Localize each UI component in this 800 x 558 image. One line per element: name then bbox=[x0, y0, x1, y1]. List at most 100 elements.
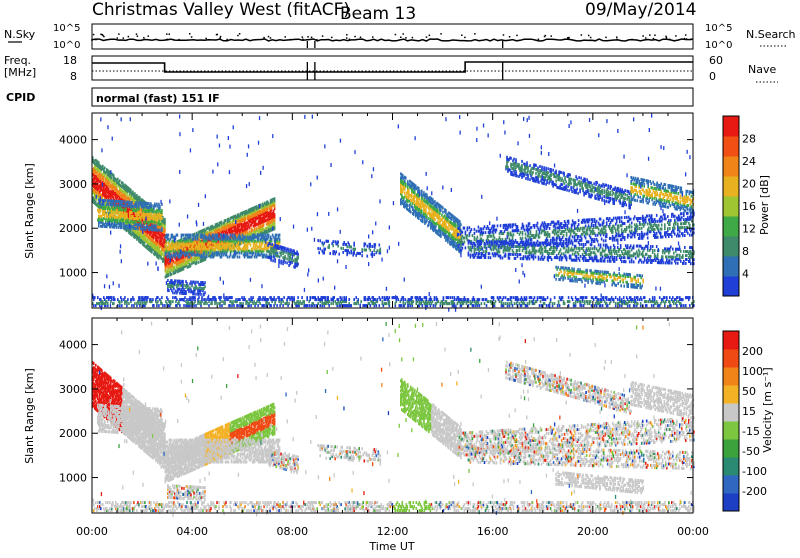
nsearch-dot bbox=[205, 38, 207, 40]
echo-cell bbox=[474, 232, 476, 235]
echo-cell bbox=[292, 259, 294, 262]
echo-cell bbox=[172, 291, 174, 294]
echo-cell bbox=[204, 291, 206, 294]
echo-cell bbox=[153, 210, 155, 213]
echo-cell bbox=[477, 236, 479, 239]
echo-cell bbox=[418, 201, 420, 204]
echo-cell bbox=[418, 187, 420, 190]
echo-cell bbox=[280, 260, 282, 263]
echo-cell bbox=[100, 209, 102, 212]
power-scatter-cells bbox=[92, 114, 695, 312]
echo-cell bbox=[485, 231, 487, 234]
echo-cell bbox=[494, 237, 496, 240]
echo-cell bbox=[116, 210, 118, 213]
nsearch-dot bbox=[331, 37, 333, 39]
echo-cell bbox=[459, 220, 461, 223]
nsearch-dot bbox=[169, 33, 171, 35]
echo-cell bbox=[98, 161, 100, 164]
echo-cell bbox=[237, 256, 239, 259]
nsearch-label: N.Search bbox=[746, 28, 796, 41]
echo-cell bbox=[465, 246, 467, 249]
echo-cell bbox=[271, 238, 273, 241]
echo-cell bbox=[131, 201, 133, 204]
nsky-frame bbox=[92, 24, 693, 49]
echo-cell bbox=[171, 273, 173, 276]
nsearch-dot bbox=[538, 39, 540, 41]
echo-cell bbox=[500, 224, 502, 227]
echo-cell bbox=[449, 232, 451, 235]
echo-cell bbox=[134, 192, 136, 195]
echo-cell bbox=[164, 218, 166, 221]
freq-tick-8: 8 bbox=[70, 70, 77, 83]
nsearch-dot bbox=[302, 39, 304, 41]
echo-cell bbox=[277, 252, 279, 255]
echo-cell bbox=[204, 281, 206, 284]
nsearch-dot bbox=[143, 37, 145, 39]
echo-cell bbox=[439, 216, 441, 219]
nsearch-dot bbox=[645, 37, 647, 39]
echo-cell bbox=[210, 246, 212, 249]
freq-line bbox=[92, 62, 693, 72]
cpid-mode-text: normal (fast) 151 IF bbox=[96, 92, 220, 105]
echo-cell bbox=[181, 240, 183, 243]
echo-cell bbox=[198, 261, 200, 264]
echo-cell bbox=[116, 224, 118, 227]
echo-cell bbox=[167, 279, 169, 282]
echo-cell bbox=[130, 189, 132, 192]
nsearch-dot bbox=[567, 37, 569, 39]
nsearch-dot bbox=[666, 37, 668, 39]
freq-strip: Freq. [MHz] 18 8 60 0 Nave bbox=[4, 54, 778, 83]
nsearch-dot bbox=[686, 38, 688, 40]
echo-cell bbox=[458, 236, 460, 239]
echo-cell bbox=[182, 280, 184, 283]
echo-cell bbox=[445, 209, 447, 212]
nsky-right-tick-bottom: 10^0 bbox=[705, 40, 732, 51]
nsearch-dot bbox=[665, 36, 667, 38]
echo-cell bbox=[253, 252, 255, 255]
nsearch-dot bbox=[642, 35, 644, 37]
echo-cell bbox=[467, 234, 469, 237]
nsearch-dot bbox=[461, 34, 463, 36]
echo-cell bbox=[428, 217, 430, 220]
echo-cell bbox=[426, 216, 428, 219]
nsearch-dot bbox=[503, 34, 505, 36]
nsearch-dot bbox=[429, 35, 431, 37]
nsearch-dot bbox=[372, 36, 374, 38]
nsearch-dot bbox=[239, 33, 241, 35]
echo-cell bbox=[462, 231, 464, 234]
echo-cell bbox=[127, 194, 129, 197]
nsearch-dot bbox=[166, 39, 168, 41]
echo-cell bbox=[426, 206, 428, 209]
nsky-strip: N.Sky 10^5 10^0 10^5 10^0 N.Search bbox=[4, 23, 796, 51]
nsearch-dot bbox=[117, 37, 119, 39]
nsearch-dot bbox=[464, 37, 466, 39]
nave-tick-60: 60 bbox=[709, 54, 723, 67]
nsearch-dot bbox=[402, 33, 404, 35]
echo-cell bbox=[277, 255, 279, 258]
echo-cell bbox=[476, 230, 478, 233]
echo-cell bbox=[464, 227, 466, 230]
nsearch-dot bbox=[349, 39, 351, 41]
echo-cell bbox=[195, 281, 197, 284]
echo-cell bbox=[494, 225, 496, 228]
nsearch-dot bbox=[346, 37, 348, 39]
echo-cell bbox=[284, 261, 286, 264]
nsearch-dot bbox=[400, 37, 402, 39]
echo-cell bbox=[193, 248, 195, 251]
echo-cell bbox=[173, 287, 175, 290]
echo-cell bbox=[105, 199, 107, 202]
nsearch-dot bbox=[509, 36, 511, 38]
echo-cell bbox=[173, 250, 175, 253]
echo-cell bbox=[279, 238, 281, 241]
echo-cell bbox=[274, 197, 276, 200]
echo-cell bbox=[445, 223, 447, 226]
echo-cell bbox=[297, 263, 299, 266]
echo-cell bbox=[245, 236, 247, 239]
echo-cell bbox=[230, 234, 232, 237]
nsearch-dot bbox=[346, 34, 348, 36]
echo-cell bbox=[412, 206, 414, 209]
echo-cell bbox=[465, 231, 467, 234]
nsearch-dot bbox=[669, 39, 671, 41]
echo-cell bbox=[284, 255, 286, 258]
echo-cell bbox=[472, 234, 474, 237]
